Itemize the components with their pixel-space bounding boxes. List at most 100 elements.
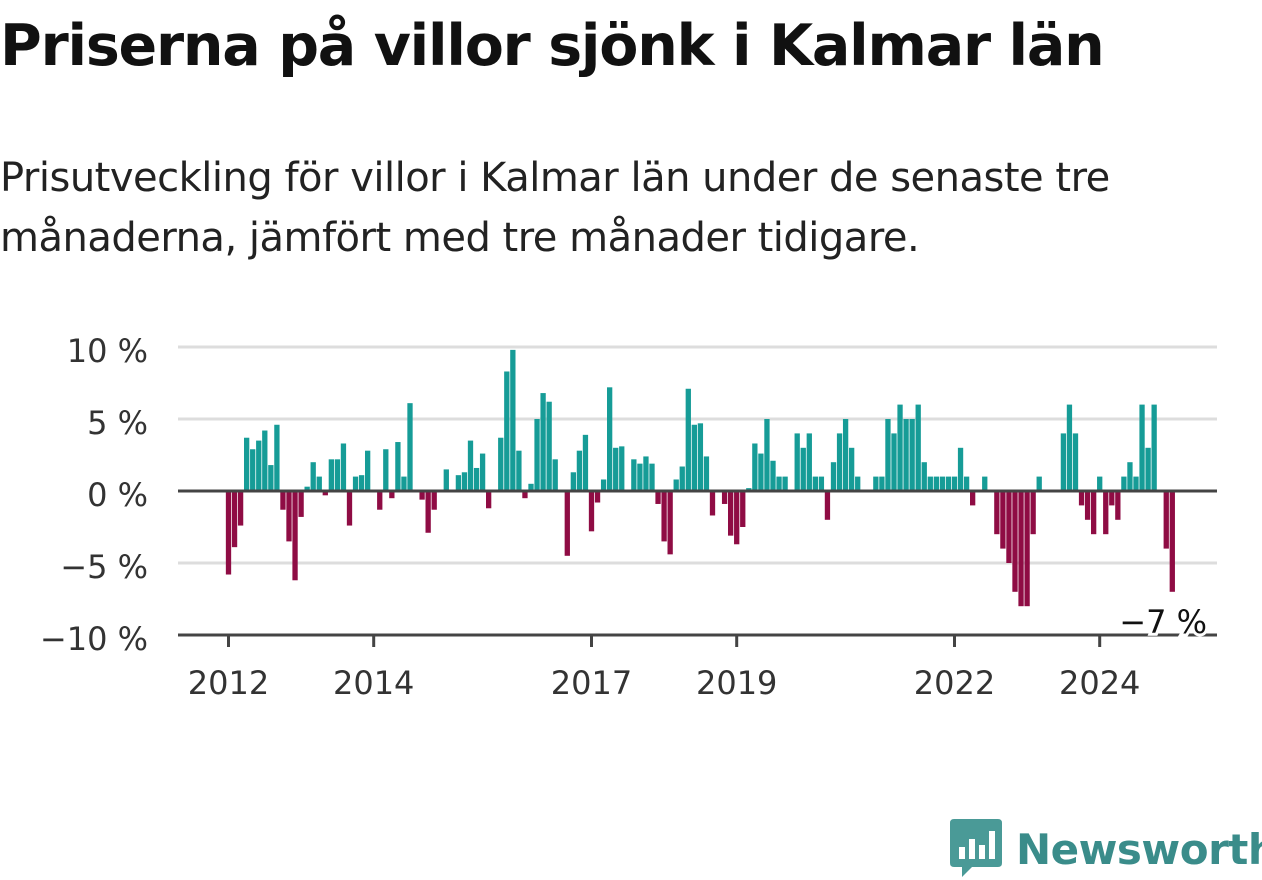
bar: [600, 479, 607, 491]
bar: [1018, 491, 1024, 607]
bar: [552, 459, 558, 491]
bar: [1169, 491, 1175, 592]
bar: [286, 491, 292, 542]
bar: [383, 449, 389, 491]
bar: [262, 430, 268, 491]
bar: [836, 433, 843, 491]
bar: [703, 456, 710, 491]
bar: [963, 476, 970, 491]
x-tick-label: 2012: [188, 664, 269, 700]
bar: [824, 491, 831, 520]
bar: [1036, 476, 1042, 491]
bar: [970, 491, 976, 506]
bar: [594, 491, 601, 503]
bar: [1072, 433, 1079, 491]
bar: [510, 349, 516, 491]
bar: [528, 483, 534, 491]
bar: [897, 404, 903, 491]
x-tick-label: 2022: [914, 664, 995, 700]
bar: [1127, 462, 1133, 491]
bar: [1030, 491, 1036, 535]
bar: [274, 424, 280, 491]
bar: [377, 491, 383, 510]
bar: [292, 491, 298, 581]
bar: [1091, 491, 1097, 535]
bar: [504, 371, 510, 491]
bar: [673, 479, 679, 491]
bar: [268, 465, 274, 491]
bar: [782, 476, 788, 491]
bar: [873, 476, 879, 491]
bar: [740, 491, 746, 527]
bar: [643, 456, 649, 491]
bar: [752, 443, 758, 491]
bar: [256, 440, 262, 491]
bar: [407, 403, 413, 491]
bar: [534, 419, 540, 491]
bar: [322, 491, 328, 496]
bar: [721, 491, 728, 504]
bar: [304, 486, 310, 491]
logo-text: Newsworthy: [1016, 824, 1262, 874]
bar: [794, 433, 800, 491]
bar: [697, 423, 704, 491]
bar: [237, 491, 244, 526]
bar: [655, 491, 661, 504]
bar: [734, 491, 740, 545]
chart-title: Priserna på villor sjönk i Kalmar län: [0, 13, 1105, 79]
bar: [1115, 491, 1121, 520]
bar: [1024, 491, 1030, 607]
x-axis: 2012 2014 2017 2019 2022 2024: [178, 633, 1217, 700]
bar: [570, 472, 576, 491]
bar: [830, 462, 837, 491]
bar: [1012, 491, 1018, 592]
bar: [764, 419, 770, 491]
bar: [982, 476, 988, 491]
bar: [334, 459, 341, 491]
bar: [891, 433, 897, 491]
bar: [855, 476, 861, 491]
bar: [244, 437, 250, 491]
bar: [921, 462, 927, 491]
bar: [909, 419, 915, 491]
bar: [431, 491, 437, 510]
y-tick-label: −5 %: [60, 548, 148, 586]
bar: [358, 475, 365, 491]
bar: [250, 449, 256, 491]
y-tick-label: −10 %: [40, 620, 148, 658]
bar: [951, 476, 958, 491]
bar: [419, 491, 425, 500]
last-value-label: −7 %: [1119, 603, 1207, 641]
bar: [365, 450, 371, 491]
bar: [637, 463, 643, 491]
chart-bubble-icon: [950, 819, 1002, 877]
bar: [231, 491, 238, 548]
bar: [455, 475, 462, 491]
bar: [903, 419, 909, 491]
bar: [812, 476, 818, 491]
x-tick-label: 2014: [333, 664, 414, 700]
bar: [933, 476, 939, 491]
y-tick-label: 0 %: [87, 476, 148, 514]
x-tick-label: 2024: [1059, 664, 1140, 700]
gridlines: [178, 345, 1217, 565]
bar: [607, 387, 613, 491]
bar: [728, 491, 734, 536]
bar: [994, 491, 1000, 535]
bar: [461, 472, 468, 491]
bar: [915, 404, 921, 491]
bar: [576, 450, 583, 491]
bar: [479, 453, 486, 491]
x-tick-label: 2019: [696, 664, 777, 700]
bar: [298, 491, 304, 517]
annotations: −7 %: [1116, 600, 1210, 644]
bar: [328, 459, 334, 491]
bar: [316, 476, 322, 491]
bar: [1109, 491, 1115, 506]
bar: [1133, 476, 1139, 491]
bar: [582, 434, 589, 491]
bar: [667, 491, 673, 555]
bar: [443, 469, 449, 491]
bar: [818, 476, 825, 491]
bar: [1121, 476, 1127, 491]
